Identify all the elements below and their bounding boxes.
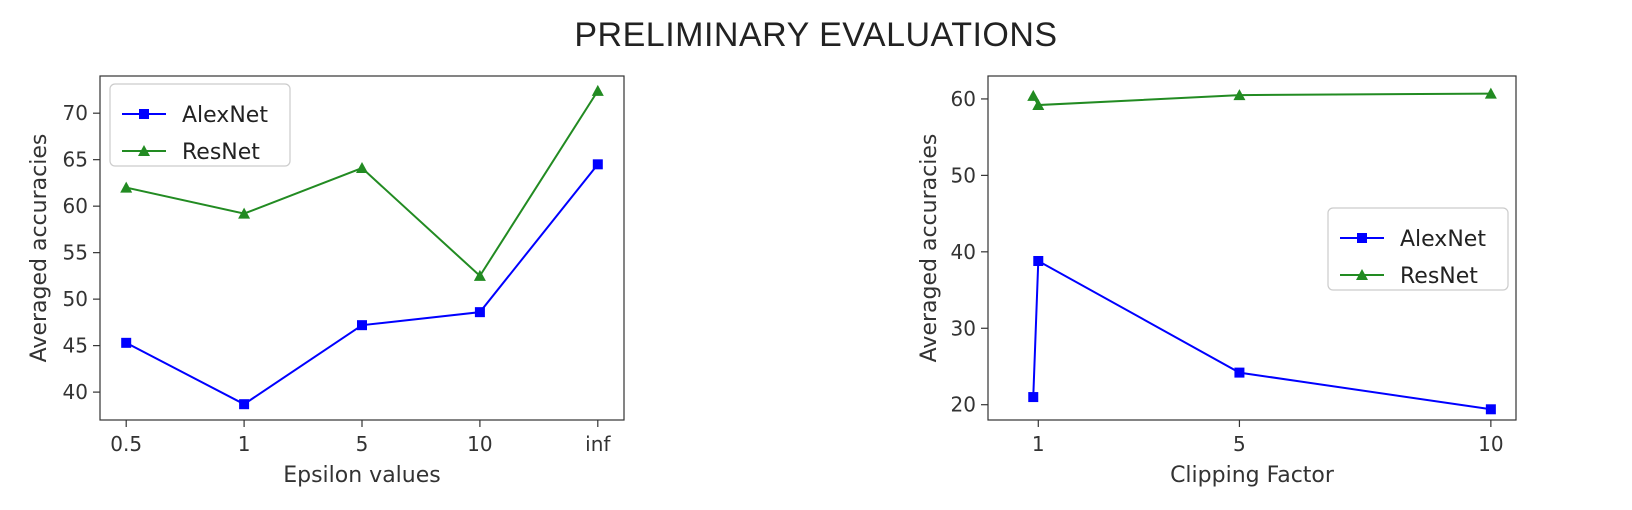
data-point-resnet [356,162,368,174]
y-tick-label: 60 [951,87,976,111]
data-point-alexnet [357,320,367,331]
x-tick-label: 5 [1233,432,1246,456]
y-tick-label: 70 [63,101,88,125]
y-axis-label: Averaged accuracies [917,134,942,363]
y-tick-label: 40 [63,380,88,404]
x-tick-label: inf [585,432,611,456]
data-point-resnet [1032,99,1045,111]
x-tick-label: 0.5 [110,432,142,456]
legend-label: ResNet [182,140,260,165]
x-tick-label: 5 [356,432,369,456]
legend-box [109,83,291,167]
legend-swatch-marker [1357,233,1367,243]
legend-swatch-marker [139,109,149,119]
y-tick-label: 50 [951,163,976,187]
y-tick-label: 30 [951,316,976,340]
legend-swatch-marker [138,145,150,156]
x-tick-label: 1 [238,432,251,456]
data-point-alexnet [1033,255,1044,266]
data-point-alexnet [1485,404,1496,415]
y-tick-label: 55 [63,241,88,265]
data-point-resnet [591,84,604,96]
y-tick-label: 45 [63,334,88,358]
y-tick-label: 50 [63,287,88,311]
data-point-resnet [1233,89,1246,101]
legend-box [1327,207,1509,291]
x-axis-label: Epsilon values [283,463,441,488]
legend-label: AlexNet [1400,227,1486,252]
data-point-resnet [473,269,486,281]
data-point-resnet [120,181,133,193]
y-tick-label: 65 [63,148,88,172]
data-point-alexnet [474,307,485,318]
data-point-resnet [1484,87,1497,99]
y-tick-label: 40 [951,240,976,264]
legend-label: AlexNet [182,103,268,128]
data-point-alexnet [1234,367,1245,378]
legend-swatch-marker [1356,269,1368,280]
chart-epsilon: 40 45 50 55 60 65 70 0.5 1 5 10 inf Epsilon values Av… [27,75,625,488]
data-point-alexnet [592,159,603,170]
y-tick-label: 60 [63,194,88,218]
x-axis-label: Clipping Factor [1170,463,1335,488]
data-point-resnet [1027,89,1040,101]
data-point-resnet [238,207,251,219]
y-tick-label: 20 [951,393,976,417]
x-tick-label: 10 [467,432,492,456]
page-title: PRELIMINARY EVALUATIONS [574,16,1058,54]
data-point-alexnet [121,337,132,348]
legend-label: ResNet [1400,264,1478,289]
x-tick-label: 10 [1478,432,1503,456]
y-axis-label: Averaged accuracies [27,134,52,363]
x-tick-label: 1 [1032,432,1045,456]
data-point-alexnet [1028,392,1039,403]
data-point-alexnet [239,399,250,410]
series-line-alexnet [1032,259,1492,411]
